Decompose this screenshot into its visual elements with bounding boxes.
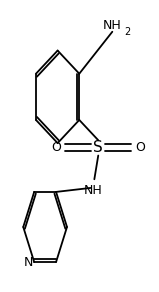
Text: N: N — [24, 256, 33, 269]
Text: NH: NH — [83, 184, 102, 197]
Text: 2: 2 — [124, 27, 130, 37]
Text: O: O — [51, 141, 61, 154]
Text: O: O — [136, 141, 146, 154]
Text: NH: NH — [103, 19, 122, 32]
Text: S: S — [93, 140, 103, 155]
